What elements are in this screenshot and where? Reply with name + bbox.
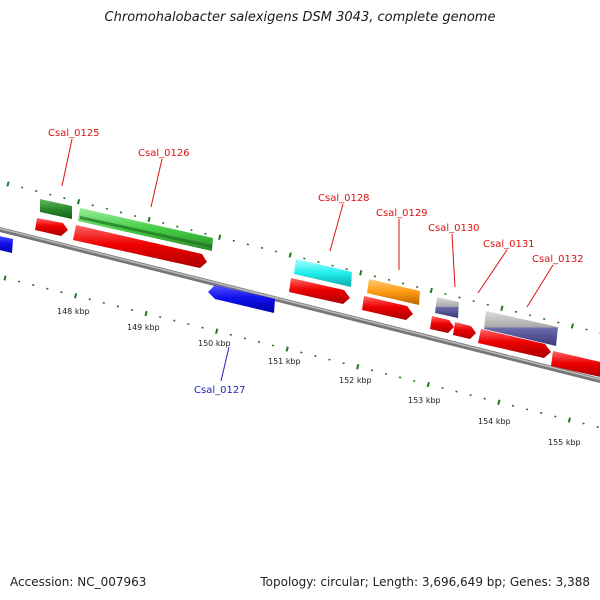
major-tick: [426, 381, 430, 388]
major-tick: [285, 346, 289, 352]
major-tick: [359, 270, 363, 276]
scale-label-150: 150 kbp: [198, 339, 231, 348]
gene-label-csal-0129[interactable]: Csal_0129: [376, 208, 428, 219]
cds-arrow-csal-0126: [73, 225, 207, 268]
major-tick: [144, 310, 148, 317]
scale-label-152: 152 kbp: [339, 376, 372, 385]
cds-track-plus: [35, 218, 600, 377]
major-tick: [147, 216, 151, 223]
feature-bar-orange: [367, 279, 420, 305]
feature-bar-green-inner: [80, 216, 212, 248]
accession-text: Accession: NC_007963: [10, 575, 147, 589]
scale-label-148: 148 kbp: [57, 307, 90, 316]
cds-arrow-csal-0129: [362, 296, 413, 320]
scale-tick-track: [3, 275, 599, 429]
genome-summary-text: Topology: circular; Length: 3,696,649 bp…: [260, 575, 590, 589]
major-tick: [356, 364, 360, 370]
gene-label-csal-0125[interactable]: Csal_0125: [48, 128, 100, 139]
major-tick: [215, 328, 219, 334]
feature-bar-grey-blue-small: [435, 297, 459, 318]
gene-label-csal-0131[interactable]: Csal_0131: [483, 239, 535, 250]
major-tick: [6, 181, 10, 187]
major-tick: [429, 287, 433, 294]
major-tick: [570, 323, 574, 329]
feature-bar-grey-blue: [484, 311, 558, 346]
cds-arrow-csal-0125: [35, 218, 68, 236]
cds-arrow-csal-0132: [551, 351, 600, 377]
major-tick: [567, 417, 571, 423]
feature-bar-dark-green: [40, 199, 72, 219]
cds-track-minus: [0, 236, 275, 313]
gene-label-csal-0127[interactable]: Csal_0127: [194, 385, 246, 396]
outer-tick-track: [6, 181, 600, 334]
cds-arrow-csal-0130b: [453, 322, 476, 339]
genome-title: Chromohalobacter salexigens DSM 3043, co…: [104, 10, 496, 25]
major-tick: [76, 199, 81, 205]
scale-label-155: 155 kbp: [548, 438, 581, 447]
major-tick: [288, 252, 292, 258]
major-tick: [73, 293, 78, 299]
gene-label-csal-0132[interactable]: Csal_0132: [532, 254, 584, 265]
scale-label-153: 153 kbp: [408, 396, 441, 405]
major-tick: [497, 399, 501, 405]
genome-backbone: [0, 226, 600, 384]
gene-label-csal-0126[interactable]: Csal_0126: [138, 148, 190, 159]
feature-track: [40, 199, 558, 346]
cds-arrow-csal-0128: [289, 278, 350, 304]
feature-bar-cyan: [294, 259, 352, 287]
major-tick: [218, 234, 222, 240]
scale-label-151: 151 kbp: [268, 357, 301, 366]
gene-label-csal-0128[interactable]: Csal_0128: [318, 193, 370, 204]
cds-arrow-csal-0127: [208, 285, 275, 313]
cds-arrow-csal-0131: [478, 329, 551, 358]
major-tick: [500, 305, 504, 311]
cds-arrow-csal-0130a: [430, 316, 454, 333]
scale-label-149: 149 kbp: [127, 323, 160, 332]
gene-label-csal-0130[interactable]: Csal_0130: [428, 223, 480, 234]
major-tick: [3, 275, 7, 281]
gene-labels: Csal_0125 Csal_0126 Csal_0127 Csal_0128 …: [48, 128, 584, 396]
scale-labels: 148 kbp 149 kbp 150 kbp 151 kbp 152 kbp …: [57, 307, 581, 447]
cds-arrow-left-edge: [0, 236, 13, 253]
scale-label-154: 154 kbp: [478, 417, 511, 426]
